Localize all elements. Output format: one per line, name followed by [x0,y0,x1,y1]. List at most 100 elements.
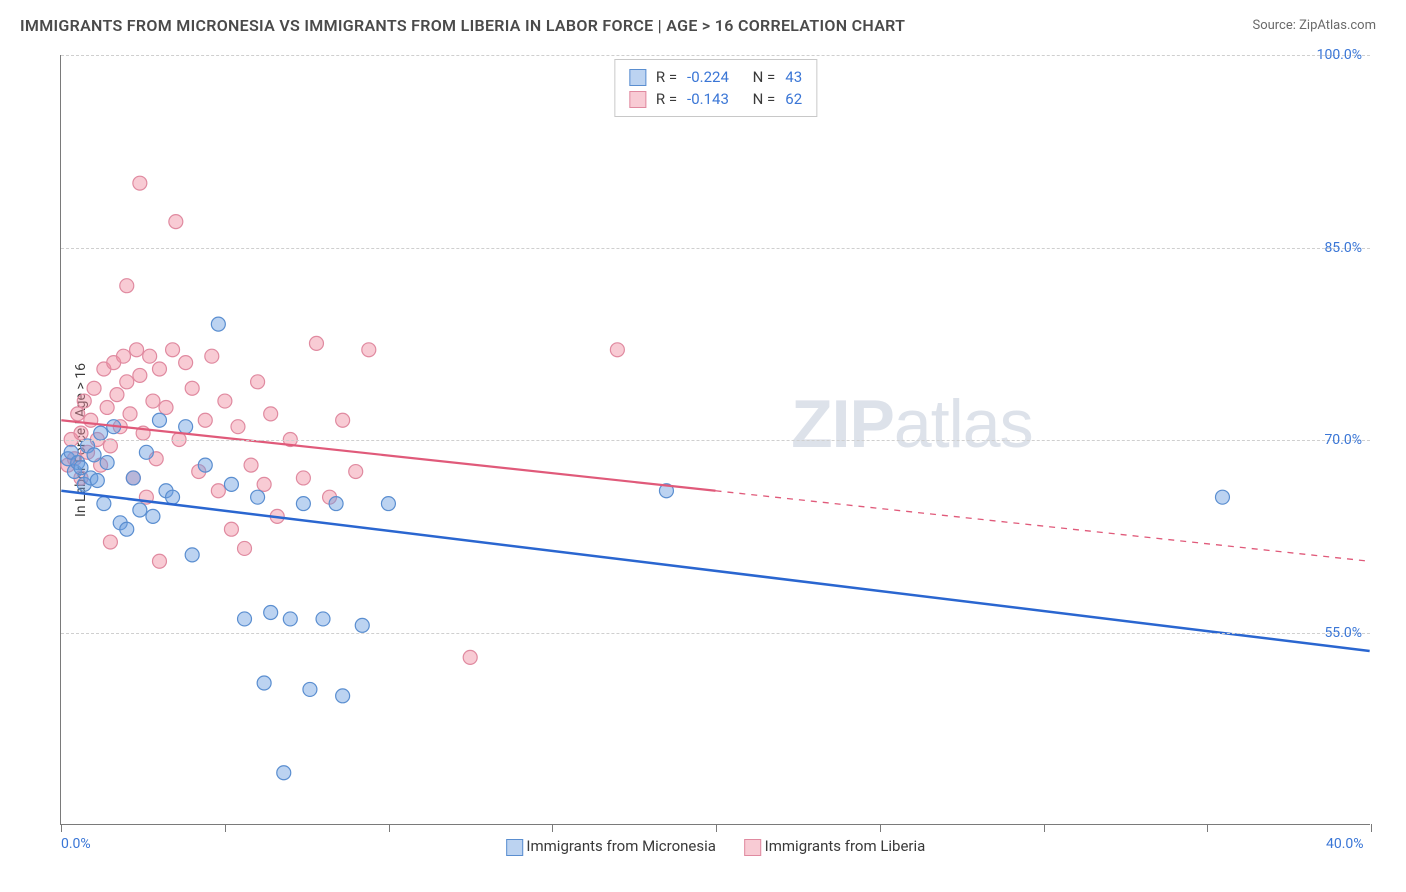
point-liberia [100,400,114,414]
gridline-h [61,248,1370,249]
point-liberia [103,439,117,453]
point-liberia [349,465,363,479]
point-micronesia [355,618,369,632]
point-liberia [296,471,310,485]
legend-item-micronesia: Immigrants from Micronesia [506,837,716,856]
point-micronesia [97,497,111,511]
point-micronesia [264,606,278,620]
chart-title: IMMIGRANTS FROM MICRONESIA VS IMMIGRANTS… [20,16,905,35]
y-tick-label: 70.0% [1324,432,1362,448]
gridline-h [61,55,1370,56]
point-liberia [117,349,131,363]
point-micronesia [139,445,153,459]
swatch-micronesia-icon [506,839,523,856]
point-liberia [309,336,323,350]
point-liberia [152,554,166,568]
point-liberia [71,407,85,421]
legend-label-liberia: Immigrants from Liberia [765,837,926,855]
point-micronesia [316,612,330,626]
point-micronesia [329,497,343,511]
point-micronesia [166,490,180,504]
x-tick [1371,824,1372,832]
point-liberia [463,650,477,664]
r-label: R = [656,88,677,110]
point-liberia [110,388,124,402]
y-tick-label: 100.0% [1317,47,1362,63]
r-label: R = [656,66,677,88]
legend-item-liberia: Immigrants from Liberia [744,837,925,856]
point-liberia [198,413,212,427]
point-micronesia [283,612,297,626]
r-value-micronesia: -0.224 [687,66,729,88]
point-liberia [146,394,160,408]
point-liberia [152,362,166,376]
point-micronesia [238,612,252,626]
source-attribution: Source: ZipAtlas.com [1252,18,1376,33]
point-liberia [610,343,624,357]
n-value-liberia: 62 [785,88,802,110]
point-micronesia [198,458,212,472]
point-micronesia [1215,490,1229,504]
x-tick-label: 40.0% [1326,836,1364,852]
point-liberia [257,477,271,491]
point-liberia [224,522,238,536]
legend-stats-row-2: R = -0.143 N = 62 [629,88,802,110]
point-micronesia [211,317,225,331]
point-micronesia [296,497,310,511]
point-liberia [218,394,232,408]
point-liberia [244,458,258,472]
r-value-liberia: -0.143 [687,88,729,110]
source-name: ZipAtlas.com [1299,18,1376,33]
gridline-h [61,633,1370,634]
point-micronesia [185,548,199,562]
point-micronesia [94,426,108,440]
point-micronesia [277,766,291,780]
n-label: N = [753,88,776,110]
point-liberia [74,426,88,440]
point-liberia [120,279,134,293]
point-liberia [211,484,225,498]
point-liberia [169,215,183,229]
point-liberia [205,349,219,363]
point-liberia [238,541,252,555]
point-liberia [336,413,350,427]
point-micronesia [87,448,101,462]
point-liberia [123,407,137,421]
point-liberia [133,176,147,190]
y-tick-label: 85.0% [1324,240,1362,256]
x-tick [1207,824,1208,832]
x-tick [61,824,62,832]
point-liberia [231,420,245,434]
x-tick-label: 0.0% [61,836,91,852]
x-tick [1044,824,1045,832]
point-micronesia [224,477,238,491]
swatch-liberia-icon [744,839,761,856]
point-micronesia [179,420,193,434]
point-liberia [143,349,157,363]
point-liberia [362,343,376,357]
regression-liberia-dashed [716,491,1370,561]
x-tick [716,824,717,832]
n-value-micronesia: 43 [785,66,802,88]
y-tick-label: 55.0% [1324,625,1362,641]
legend-bottom: Immigrants from Micronesia Immigrants fr… [506,837,926,856]
plot-area: In Labor Force | Age > 16 ZIPatlas R = -… [60,55,1370,825]
point-micronesia [336,689,350,703]
x-tick [880,824,881,832]
point-liberia [264,407,278,421]
legend-stats-box: R = -0.224 N = 43 R = -0.143 N = 62 [614,59,817,117]
point-micronesia [100,456,114,470]
point-liberia [185,381,199,395]
x-tick [389,824,390,832]
point-liberia [251,375,265,389]
point-micronesia [146,509,160,523]
n-label: N = [753,66,776,88]
point-liberia [84,413,98,427]
swatch-liberia-icon [629,91,646,108]
x-tick [552,824,553,832]
x-tick [225,824,226,832]
point-liberia [77,394,91,408]
point-liberia [130,343,144,357]
point-liberia [120,375,134,389]
legend-label-micronesia: Immigrants from Micronesia [526,837,716,855]
